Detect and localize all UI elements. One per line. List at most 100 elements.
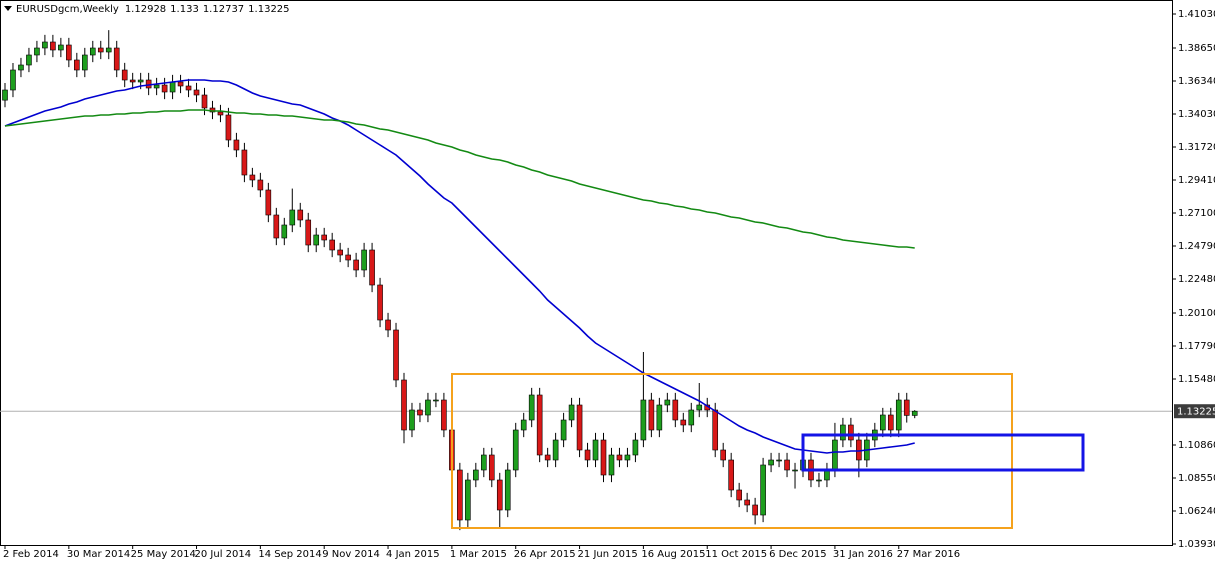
x-tick-label: 27 Mar 2016 [897, 549, 960, 560]
candle-body [768, 459, 774, 466]
candle-body [560, 419, 567, 441]
symbol: EURUSDgcm,Weekly [16, 4, 119, 15]
y-tick-label: 1.15480 [1178, 374, 1215, 385]
plot-frame [0, 0, 1173, 546]
candle-body [760, 464, 766, 516]
candle-body [608, 454, 615, 476]
candle-body [50, 41, 56, 51]
candle-body [512, 429, 519, 471]
candle-body [648, 399, 655, 431]
candle-body [895, 399, 902, 431]
candle-body [911, 410, 918, 416]
close: 1.13225 [248, 4, 289, 15]
candle-body [616, 454, 623, 461]
candle-body [153, 84, 160, 89]
candle-body [592, 439, 599, 461]
candle-body [520, 419, 527, 431]
x-tick-label: 6 Dec 2015 [769, 549, 827, 560]
candle-body [329, 239, 335, 251]
candle-body [528, 394, 535, 421]
candle-body [249, 174, 256, 181]
header: EURUSDgcm,Weekly 1.12928 1.133 1.12737 1.132… [16, 4, 290, 15]
candle-body [177, 81, 184, 87]
candle-body [544, 454, 551, 461]
candle-body [377, 284, 383, 321]
candle-body [313, 234, 320, 246]
candle-body [504, 469, 511, 511]
menu-arrow[interactable] [4, 6, 12, 11]
x-tick-label: 14 Sep 2014 [258, 549, 321, 560]
range-box [451, 373, 1013, 529]
y-tick-label: 1.17790 [1178, 341, 1215, 352]
marks [0, 30, 1172, 531]
candle-body [10, 69, 16, 91]
candle-body [58, 44, 64, 51]
candle-body [696, 404, 703, 411]
candle-body [473, 469, 479, 481]
y-tick-label: 1.29410 [1178, 175, 1215, 186]
candle-body [241, 149, 248, 176]
candle-body [640, 399, 647, 441]
candle-body [848, 424, 854, 441]
candle-body [744, 499, 750, 506]
candle-body [121, 69, 128, 81]
candle-body [137, 79, 144, 83]
candle-body [409, 409, 415, 431]
candle-body [728, 459, 734, 491]
candle-body [297, 209, 304, 221]
candle-body [2, 89, 8, 101]
y-tick-label: 1.10860 [1178, 440, 1215, 451]
candle-body [345, 254, 351, 261]
candle-body [129, 79, 136, 83]
candle-body [720, 449, 727, 461]
candle-body [97, 47, 104, 53]
candle-body [624, 454, 631, 461]
candle-body [273, 214, 280, 239]
candle-body [337, 249, 343, 256]
x-tick-label: 2 Feb 2014 [3, 549, 59, 560]
candle-body [82, 54, 88, 71]
y-tick-label: 1.41030 [1178, 9, 1215, 20]
candle-body [417, 409, 423, 416]
y-tick-label: 1.06240 [1178, 506, 1215, 517]
candle-body [816, 479, 822, 482]
y-tick-label: 1.24790 [1178, 241, 1215, 252]
x-tick-label: 25 May 2014 [131, 549, 196, 560]
candle-body [496, 479, 503, 511]
candle-body [441, 399, 447, 431]
candle-body [752, 504, 758, 516]
candle-body [887, 414, 894, 431]
candle-body [265, 189, 272, 216]
candle-body [480, 454, 487, 471]
candle-body [185, 85, 192, 91]
candle-body [664, 399, 671, 406]
x-tick-label: 9 Nov 2014 [322, 549, 380, 560]
candle-body [26, 54, 32, 66]
candle-body [289, 209, 296, 226]
candle-body [401, 379, 407, 431]
candle-body [465, 479, 471, 521]
candle-body [18, 64, 24, 71]
candle-body [552, 439, 559, 461]
candle-body [393, 329, 399, 381]
x-tick-label: 30 Mar 2014 [67, 549, 130, 560]
candle-body [632, 439, 639, 456]
candle-body [576, 404, 583, 451]
candle-body [672, 399, 679, 421]
y-tick-label: 1.08550 [1178, 473, 1215, 484]
y-tick-label: 1.20100 [1178, 308, 1215, 319]
candle-body [688, 409, 695, 426]
candle-body [353, 259, 359, 271]
x-tick-label: 21 Jun 2015 [578, 549, 638, 560]
breakout-box [801, 433, 1085, 472]
candle-body [879, 414, 886, 431]
candle-body [776, 459, 782, 462]
y-tick-label: 1.34030 [1178, 109, 1215, 120]
low: 1.12737 [203, 4, 244, 15]
candle-body [105, 47, 112, 53]
candle-body [225, 114, 232, 141]
price-label-bg [1174, 404, 1215, 419]
candle-body [736, 489, 742, 501]
